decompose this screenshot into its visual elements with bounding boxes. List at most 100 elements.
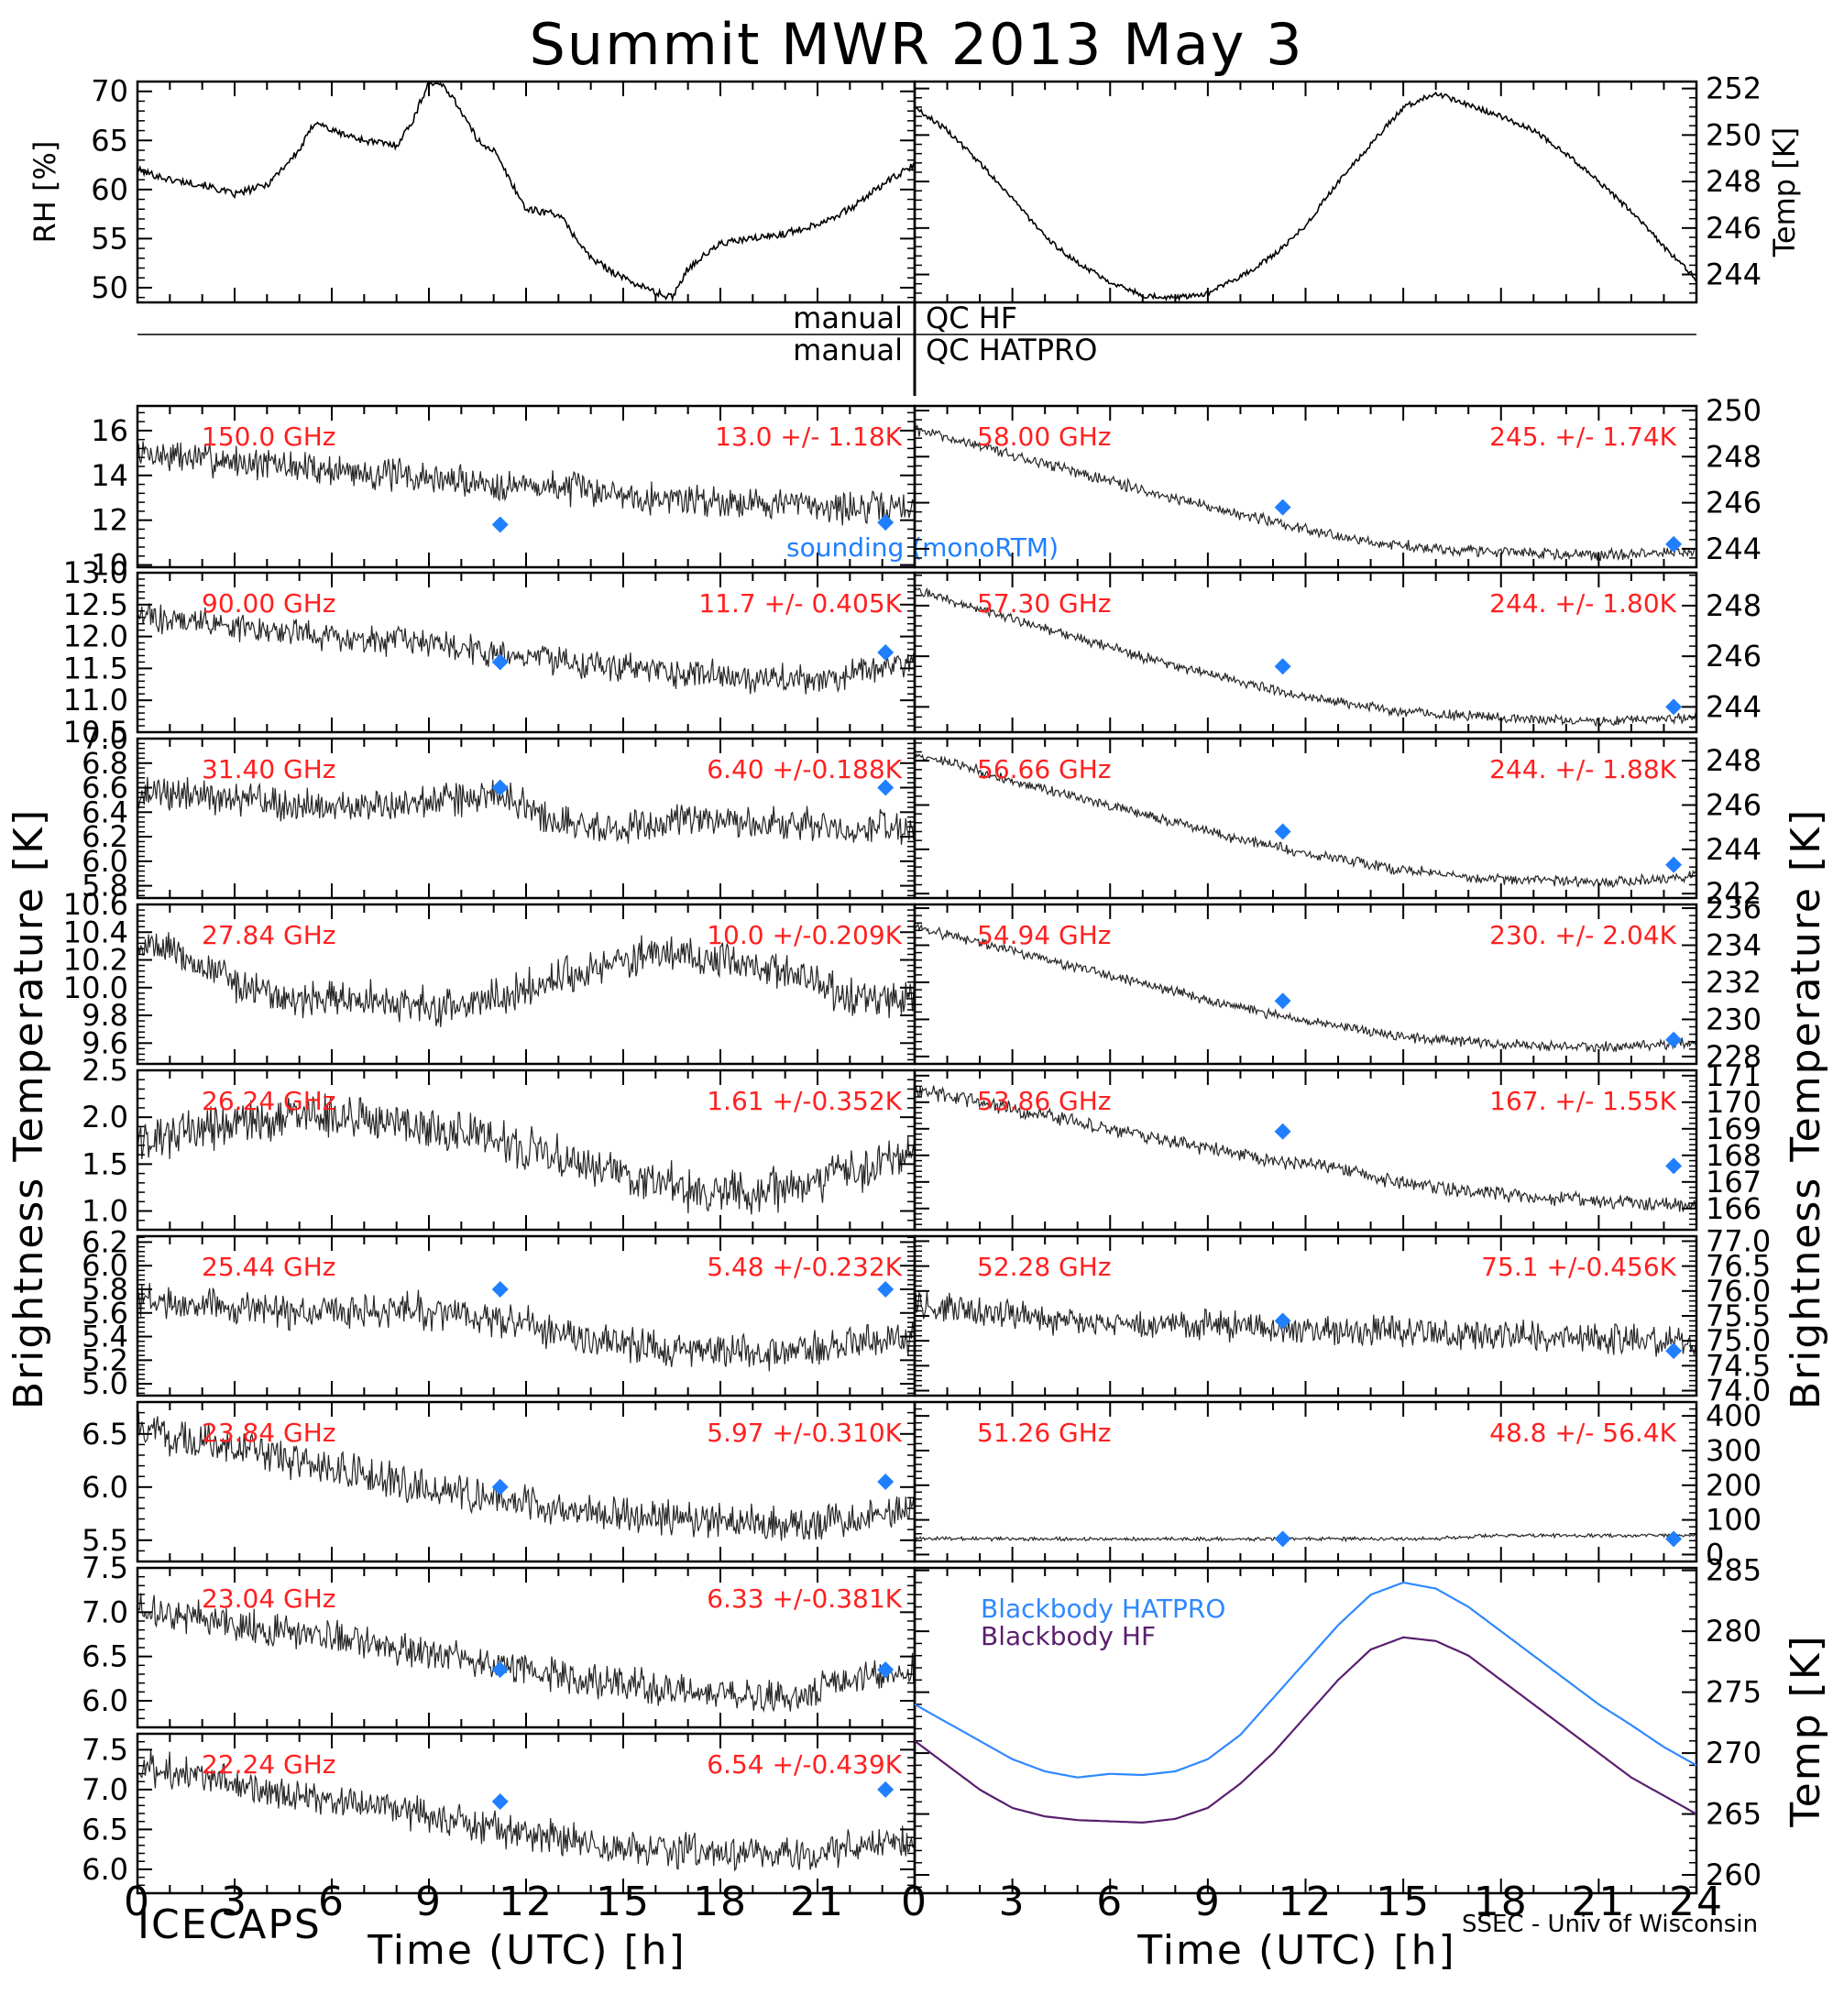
channel-stat-label: 167. +/- 1.55K: [1489, 1086, 1676, 1116]
figure-title: Summit MWR 2013 May 3: [529, 11, 1303, 78]
channel-frequency-label: 56.66 GHz: [977, 754, 1112, 784]
channel-trace: [914, 753, 1697, 888]
channel-stat-label: 6.54 +/-0.439K: [707, 1749, 902, 1780]
legend-entry: Blackbody HF: [981, 1621, 1156, 1651]
y-tick-label: 100: [1706, 1503, 1762, 1538]
rh-axis-label: RH [%]: [27, 141, 62, 244]
sounding-marker: [877, 644, 895, 661]
channel-panel-2624: 1.0 1.5 2.0 2.5 26.24 GHz 1.61 +/-0.352K: [82, 1053, 916, 1232]
air-temp-axis-label: Temp [K]: [1767, 127, 1802, 257]
channel-trace: [137, 441, 916, 526]
qc-hf-right: QC HF: [926, 301, 1017, 335]
channel-trace: [137, 1411, 916, 1541]
y-tick-label: 10.0: [63, 970, 128, 1005]
y-tick-label: 6.0: [82, 1248, 128, 1283]
sounding-marker: [877, 1780, 895, 1798]
channel-trace: [914, 1291, 1697, 1357]
y-tick-label: 300: [1706, 1433, 1762, 1468]
legend-entry: Blackbody HATPRO: [981, 1594, 1225, 1624]
channel-frequency-label: 23.84 GHz: [202, 1418, 336, 1448]
y-tick-label: 14: [91, 458, 128, 493]
y-tick-label: 170: [1706, 1085, 1762, 1120]
channel-panel-2784: 9.69.810.010.210.410.6 27.84 GHz 10.0 +/-0…: [63, 887, 916, 1066]
channel-stat-label: 244. +/- 1.80K: [1489, 588, 1676, 619]
y-tick-label: 12.0: [63, 619, 128, 654]
x-tick-label: 0: [124, 1879, 151, 1925]
channel-stat-label: 5.48 +/-0.232K: [707, 1252, 902, 1282]
x-tick-label: 3: [221, 1879, 248, 1925]
y-tick-label: 244: [1706, 257, 1762, 292]
channel-frequency-label: 57.30 GHz: [977, 588, 1112, 619]
qc-hatpro-right: QC HATPRO: [926, 333, 1097, 367]
y-tick-label: 246: [1706, 486, 1762, 520]
channel-frequency-label: 52.28 GHz: [977, 1252, 1112, 1282]
x-tick-label: 12: [1279, 1879, 1334, 1925]
x-tick-label: 24: [1669, 1879, 1724, 1925]
y-tick-label: 246: [1706, 211, 1762, 246]
sounding-marker: [1665, 856, 1683, 873]
y-tick-label: 169: [1706, 1112, 1762, 1146]
channel-stat-label: 13.0 +/- 1.18K: [715, 422, 902, 452]
sounding-marker: [491, 1661, 509, 1679]
y-tick-label: 246: [1706, 788, 1762, 823]
channel-panel-3140: 5.86.06.26.46.66.87.0 31.40 GHz 6.40 +/-0.…: [82, 721, 916, 904]
y-tick-label: 5.6: [82, 1296, 128, 1331]
y-tick-label: 5.2: [82, 1342, 128, 1377]
sounding-marker: [1665, 1157, 1683, 1175]
channel-trace: [137, 932, 916, 1027]
channel-frequency-label: 54.94 GHz: [977, 920, 1112, 950]
y-tick-label: 252: [1706, 71, 1762, 106]
y-tick-label: 74.5: [1706, 1348, 1771, 1383]
y-tick-label: 280: [1706, 1614, 1762, 1649]
channel-trace: [137, 603, 916, 695]
sounding-marker: [877, 1661, 895, 1679]
y-tick-label: 171: [1706, 1058, 1762, 1093]
sounding-marker: [877, 779, 895, 796]
channel-frequency-label: 150.0 GHz: [202, 422, 336, 452]
y-tick-label: 167: [1706, 1165, 1762, 1200]
sounding-marker: [1274, 992, 1291, 1010]
channel-stat-label: 48.8 +/- 56.4K: [1489, 1418, 1676, 1448]
y-tick-label: 7.0: [82, 1594, 128, 1629]
y-tick-label: 76.5: [1706, 1249, 1771, 1284]
channel-trace: [137, 776, 916, 845]
x-tick-label: 21: [1571, 1879, 1626, 1925]
y-tick-label: 166: [1706, 1191, 1762, 1226]
channel-stat-label: 10.0 +/-0.209K: [707, 920, 902, 950]
channel-frequency-label: 53.86 GHz: [977, 1086, 1112, 1116]
y-tick-label: 242: [1706, 876, 1762, 911]
y-tick-label: 1.0: [82, 1194, 128, 1229]
channel-frequency-label: 22.24 GHz: [202, 1749, 336, 1780]
y-tick-label: 232: [1706, 965, 1762, 1000]
y-tick-label: 6.5: [82, 1639, 128, 1674]
y-tick-label: 246: [1706, 639, 1762, 674]
blackbody-axis-label: Temp [K]: [1783, 1634, 1829, 1827]
y-tick-label: 6.0: [82, 1470, 128, 1505]
channel-frequency-label: 31.40 GHz: [202, 754, 336, 784]
channel-trace: [914, 423, 1697, 562]
y-tick-label: 77.0: [1706, 1223, 1771, 1258]
y-tick-label: 10: [91, 548, 128, 583]
qc-hatpro-left: manual: [793, 333, 903, 367]
y-tick-label: 7.0: [82, 1772, 128, 1807]
y-tick-label: 7.0: [82, 721, 128, 756]
channel-panel-2224: 6.0 6.5 7.0 7.5 22.24 GHz 6.54 +/-0.439K: [82, 1732, 916, 1895]
sounding-marker: [491, 1281, 509, 1298]
y-tick-label: 0: [1706, 1537, 1724, 1572]
y-tick-label: 244: [1706, 689, 1762, 724]
channel-panel-2304: 6.0 6.5 7.0 7.5 23.04 GHz 6.33 +/-0.381K: [82, 1550, 916, 1729]
left-side-label: Brightness Temperature [K]: [5, 808, 52, 1409]
sounding-marker: [491, 1478, 509, 1496]
footer-right: SSEC - Univ of Wisconsin: [1462, 1911, 1758, 1938]
qc-hf-left: manual: [793, 301, 903, 335]
y-tick-label: 5.8: [82, 869, 128, 904]
channel-frequency-label: 51.26 GHz: [977, 1418, 1112, 1448]
rh-trace: [137, 82, 916, 302]
y-tick-label: 248: [1706, 439, 1762, 474]
channel-panel-9000: 10.511.011.512.012.513.0 90.00 GHz 11.7 +/…: [63, 555, 916, 750]
y-tick-label: 7.5: [82, 1550, 128, 1585]
sounding-marker: [1274, 1530, 1291, 1548]
sounding-marker: [1665, 535, 1683, 553]
